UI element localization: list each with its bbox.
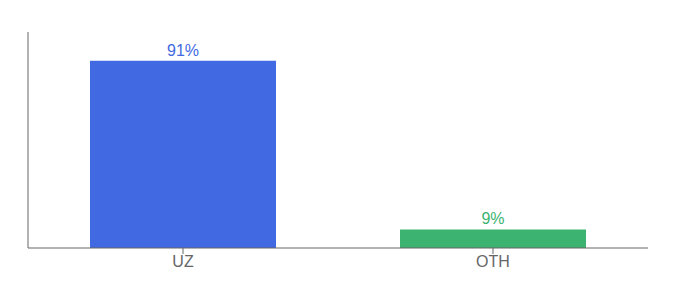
svg-text:91%: 91% (167, 42, 199, 59)
svg-text:9%: 9% (481, 210, 504, 227)
svg-text:OTH: OTH (476, 253, 510, 270)
svg-text:UZ: UZ (172, 253, 194, 270)
